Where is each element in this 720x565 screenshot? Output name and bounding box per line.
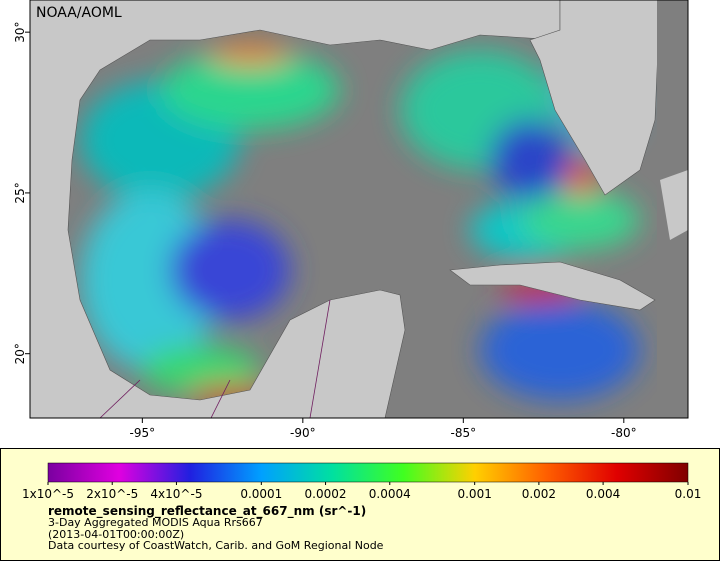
legend-time: (2013-04-01T00:00:00Z) (48, 528, 184, 541)
colorbar-tick-label: 4x10^-5 (150, 487, 202, 501)
colorbar-tick-label: 0.0002 (305, 487, 347, 501)
legend-variable: remote_sensing_reflectance_at_667_nm (sr… (48, 504, 366, 519)
y-tick-label: 30° (13, 22, 27, 43)
legend-credit: Data courtesy of CoastWatch, Carib. and … (48, 539, 384, 552)
x-tick-label: -90° (290, 426, 316, 440)
y-tick-label: 20° (13, 343, 27, 364)
map-area: NOAA/AOML (30, 0, 688, 418)
land-bahamas (660, 170, 688, 240)
land-mainland (30, 0, 561, 418)
legend-description: 3-Day Aggregated MODIS Aqua Rrs667 (48, 516, 263, 529)
x-tick-label: -80° (611, 426, 637, 440)
x-tick-label: -95° (130, 426, 156, 440)
land-cuba (449, 261, 656, 311)
colorbar-tick-label: 0.002 (522, 487, 556, 501)
borders (99, 299, 331, 418)
colorbar-tick-label: 0.0004 (369, 487, 411, 501)
colorbar-tick-label: 2x10^-5 (86, 487, 138, 501)
colorbar: 1x10^-5 2x10^-5 4x10^-5 0.0001 0.0002 0.0004 0… (22, 462, 702, 501)
map-frame (29, 0, 689, 419)
colorbar-tick-label: 0.004 (586, 487, 620, 501)
colorbar-tick-label: 0.01 (675, 487, 702, 501)
y-tick-label: 25° (13, 182, 27, 203)
colorbar-tick-label: 0.001 (457, 487, 491, 501)
x-tick-label: -85° (451, 426, 477, 440)
land-florida (529, 0, 661, 196)
colorbar-tick-label: 1x10^-5 (22, 487, 74, 501)
watermark: NOAA/AOML (36, 5, 122, 21)
colorbar-tick-label: 0.0001 (240, 487, 282, 501)
colorbar-ramp (47, 462, 689, 483)
